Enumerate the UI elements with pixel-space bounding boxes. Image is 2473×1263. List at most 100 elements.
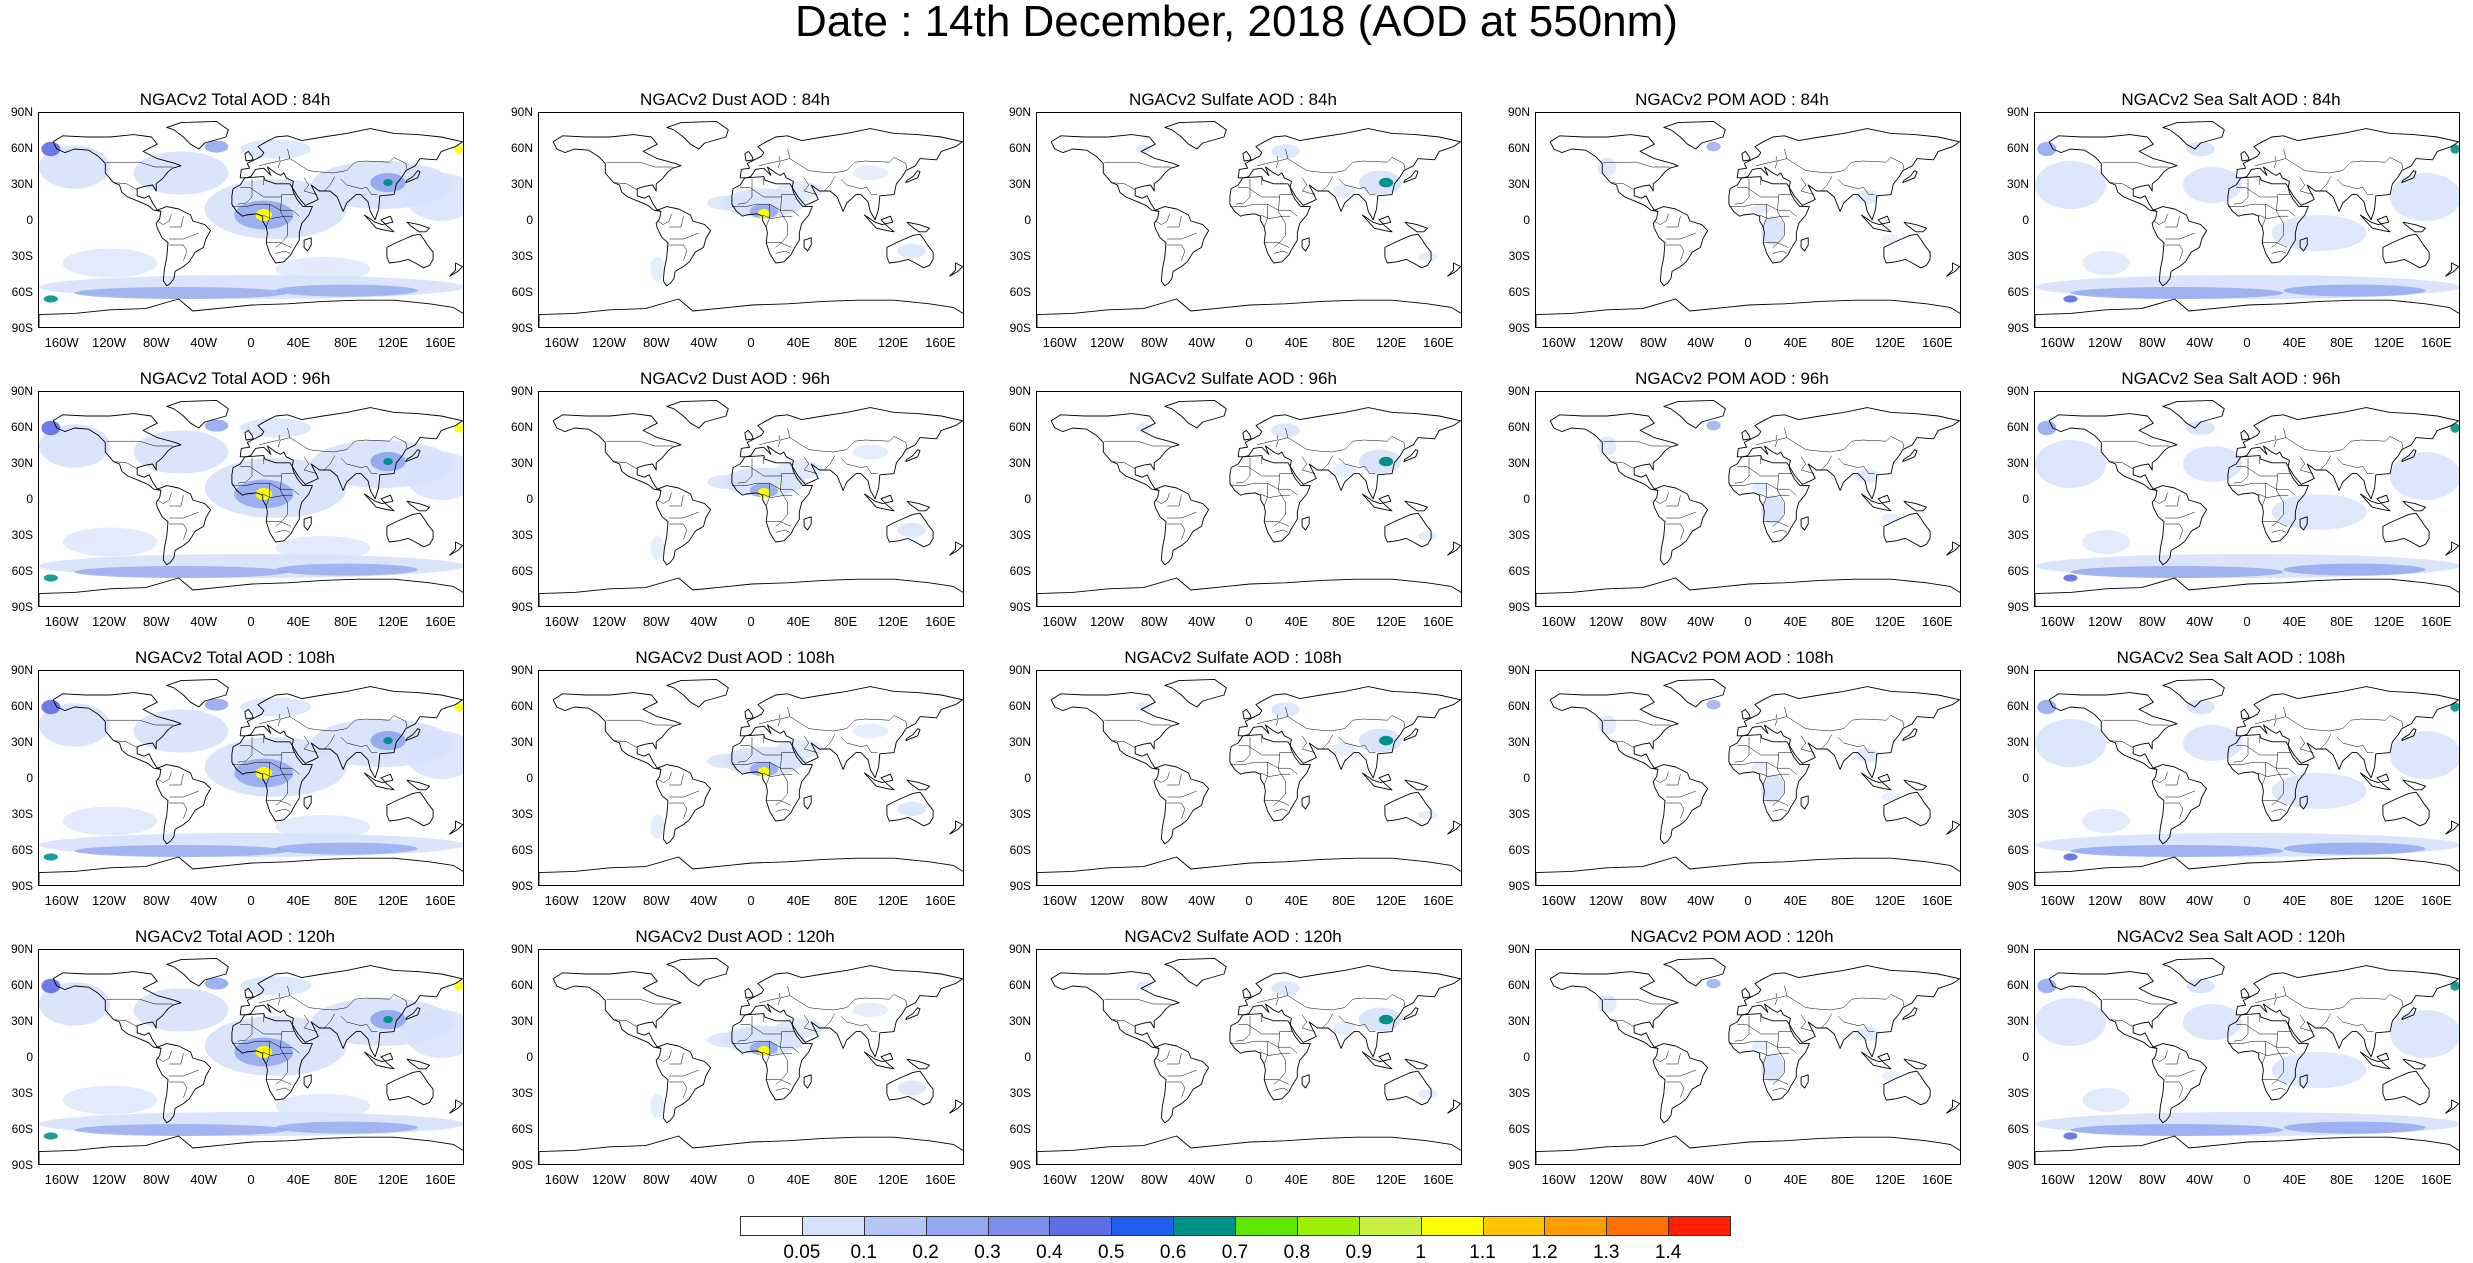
coastline-indonesia bbox=[863, 772, 895, 791]
border-line bbox=[824, 1013, 836, 1029]
border-line bbox=[2320, 455, 2332, 471]
aod-field-patch bbox=[707, 195, 750, 211]
lon-tick-label: 0 bbox=[247, 1172, 255, 1187]
coastline-south-america bbox=[155, 764, 212, 845]
lon-tick-label: 120W bbox=[2088, 335, 2122, 350]
lon-tick-label: 0 bbox=[1245, 893, 1253, 908]
country-borders bbox=[606, 706, 908, 819]
border-line bbox=[669, 523, 688, 540]
border-line bbox=[1238, 1024, 1293, 1035]
lon-tick-label: 40W bbox=[690, 1172, 718, 1187]
border-line bbox=[1167, 1069, 1197, 1077]
border-line bbox=[277, 995, 290, 1006]
border-line bbox=[1260, 493, 1291, 498]
border-line bbox=[669, 511, 699, 519]
map-plot-area bbox=[1036, 391, 1462, 607]
lat-tick-label: 90S bbox=[511, 321, 533, 335]
lon-tick-label: 40E bbox=[286, 893, 310, 908]
lat-tick-label: 0 bbox=[2022, 771, 2029, 785]
colorbar-swatch bbox=[1606, 1216, 1670, 1236]
border-line bbox=[1285, 985, 1406, 1011]
border-line bbox=[613, 461, 638, 470]
border-line bbox=[1666, 774, 1681, 786]
lon-tick-label: 160W bbox=[1042, 893, 1077, 908]
border-line bbox=[1273, 1087, 1289, 1091]
lat-tick-label: 30N bbox=[2006, 456, 2029, 470]
lon-tick-label: 120W bbox=[592, 335, 626, 350]
map-plot-area bbox=[1535, 949, 1961, 1165]
coastline-new-guinea bbox=[1404, 221, 1428, 233]
country-borders bbox=[1104, 427, 1406, 540]
border-line bbox=[740, 745, 795, 756]
border-line bbox=[275, 808, 291, 812]
aod-field-patch bbox=[757, 488, 770, 498]
lon-tick-label: 160W bbox=[1541, 614, 1576, 629]
lat-tick-label: 60S bbox=[511, 564, 533, 578]
lon-tick-label: 40W bbox=[190, 614, 218, 629]
border-line bbox=[759, 156, 780, 167]
lat-tick-label: 60S bbox=[1009, 843, 1031, 857]
lon-tick-label: 40E bbox=[786, 1172, 810, 1187]
border-line bbox=[169, 216, 184, 228]
aod-field-patch bbox=[2037, 978, 2057, 994]
aod-field-patch bbox=[133, 709, 229, 753]
coastline-new-zealand bbox=[1447, 1099, 1461, 1114]
border-line bbox=[1238, 187, 1293, 198]
border-line bbox=[2271, 529, 2287, 533]
border-line bbox=[2236, 1024, 2291, 1035]
aod-field-patch bbox=[2186, 420, 2215, 436]
coastline-new-guinea bbox=[1404, 500, 1428, 512]
coastline-north-america bbox=[1050, 692, 1180, 770]
lat-tick-label: 0 bbox=[26, 492, 33, 506]
coastline-new-guinea bbox=[406, 779, 430, 791]
lat-tick-label: 60S bbox=[11, 843, 33, 857]
coastline-japan bbox=[905, 728, 921, 742]
aod-map bbox=[2035, 120, 2459, 327]
border-line bbox=[740, 1024, 795, 1035]
border-line bbox=[2336, 1015, 2363, 1026]
aod-field-patch bbox=[383, 179, 393, 187]
coastline-south-america bbox=[2151, 206, 2208, 287]
aod-field-patch bbox=[454, 981, 463, 991]
border-line bbox=[1610, 1019, 1635, 1028]
border-line bbox=[277, 158, 290, 169]
lat-tick-label: 60N bbox=[10, 699, 33, 713]
aod-field-patch bbox=[2186, 699, 2215, 715]
border-line bbox=[169, 1069, 199, 1077]
map-panel: NGACv2 POM AOD : 120h 90N 60N 30N 0 30S 60S 90S… bbox=[1497, 927, 1967, 1187]
lat-tick-label: 90S bbox=[11, 879, 33, 893]
lat-tick-label: 60S bbox=[1508, 843, 1530, 857]
aod-field-patch bbox=[39, 145, 110, 189]
aod-field-patch bbox=[1378, 177, 1394, 188]
aod-field-patch bbox=[852, 723, 889, 739]
border-line bbox=[1800, 177, 1815, 195]
border-line bbox=[2273, 716, 2286, 727]
coastline-australia bbox=[1384, 791, 1432, 827]
lon-tick-label: 80E bbox=[1831, 335, 1855, 350]
border-line bbox=[287, 985, 408, 1011]
border-line bbox=[840, 457, 867, 468]
aod-field-patch bbox=[2037, 141, 2057, 157]
border-line bbox=[2362, 745, 2374, 753]
border-line bbox=[1863, 466, 1875, 474]
colorbar-swatch bbox=[863, 1216, 927, 1236]
coastline-greenland bbox=[2162, 120, 2225, 150]
colorbar-label: 1.4 bbox=[1654, 1242, 1682, 1263]
border-line bbox=[1104, 719, 1171, 726]
border-line bbox=[613, 1019, 638, 1028]
lon-tick-label: 160W bbox=[544, 614, 579, 629]
aod-field-patch bbox=[1136, 423, 1151, 433]
border-line bbox=[1837, 1015, 1864, 1026]
border-line bbox=[237, 1016, 253, 1042]
border-line bbox=[775, 475, 788, 527]
aod-field-patch bbox=[74, 1124, 288, 1136]
aod-field-patch bbox=[2283, 842, 2426, 855]
country-borders bbox=[106, 706, 408, 819]
coastline-south-america bbox=[655, 1043, 712, 1124]
aod-field-patch bbox=[1597, 157, 1617, 177]
lon-tick-label: 40E bbox=[2282, 1172, 2306, 1187]
border-line bbox=[2299, 1014, 2314, 1032]
coastline-new-zealand bbox=[949, 820, 963, 835]
map-panel: NGACv2 Total AOD : 96h 90N 60N 30N 0 30S 60S 90… bbox=[0, 369, 470, 629]
coastline-uk bbox=[744, 987, 754, 999]
